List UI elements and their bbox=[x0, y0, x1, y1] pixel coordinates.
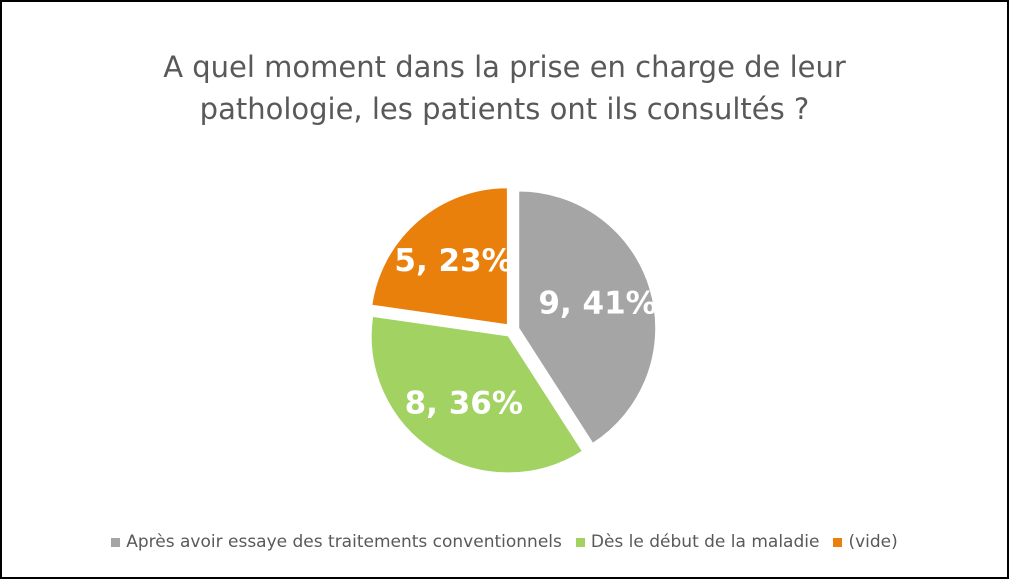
pie-slice bbox=[518, 190, 657, 444]
pie-slice bbox=[371, 187, 508, 326]
legend-item: Dès le début de la maladie bbox=[575, 532, 820, 552]
legend-swatch bbox=[575, 537, 585, 547]
pie-slice bbox=[370, 315, 583, 474]
data-label: 9, 41% bbox=[538, 285, 656, 321]
data-label: 5, 23% bbox=[394, 243, 512, 279]
legend-item: (vide) bbox=[833, 532, 898, 552]
legend: Après avoir essaye des traitements conve… bbox=[2, 532, 1007, 552]
data-label: 8, 36% bbox=[405, 386, 523, 422]
legend-label: Dès le début de la maladie bbox=[590, 532, 820, 552]
legend-swatch bbox=[833, 537, 843, 547]
legend-swatch bbox=[111, 537, 121, 547]
legend-item: Après avoir essaye des traitements conve… bbox=[111, 532, 562, 552]
chart-title: A quel moment dans la prise en charge de… bbox=[163, 50, 846, 126]
legend-label: Après avoir essaye des traitements conve… bbox=[126, 532, 562, 552]
legend-label: (vide) bbox=[848, 532, 898, 552]
